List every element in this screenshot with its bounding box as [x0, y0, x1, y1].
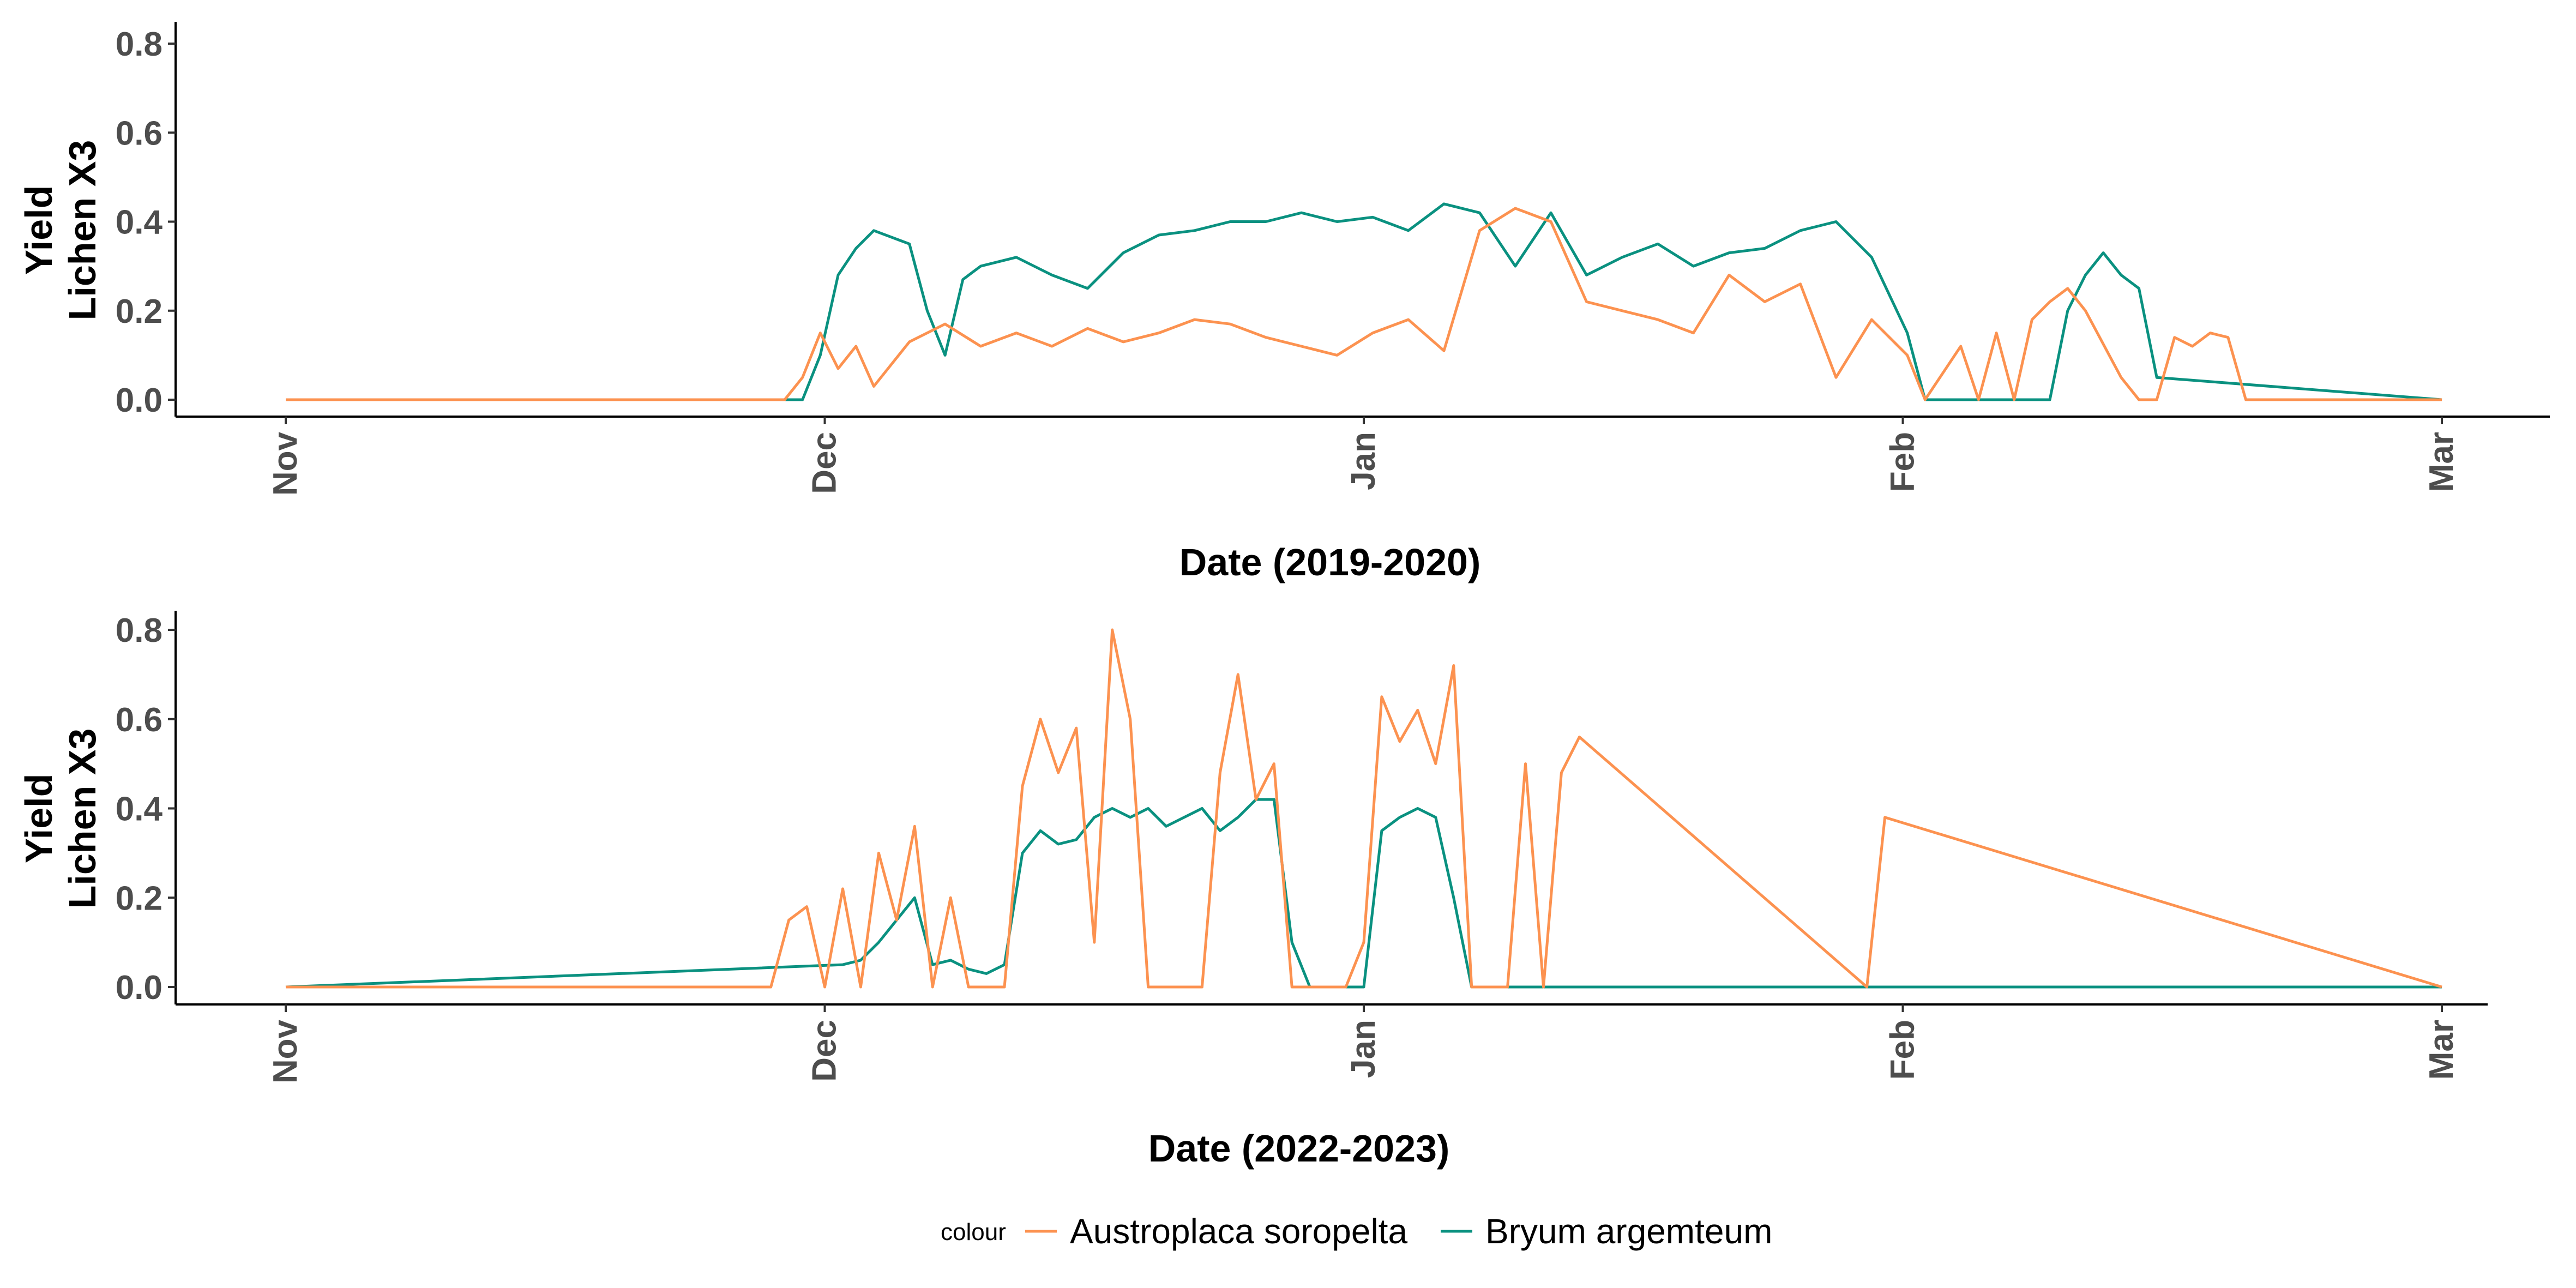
y-tick-label: 0.2	[116, 880, 162, 917]
y-axis-title-line: Lichen X3	[61, 729, 104, 909]
x-tick-label: Mar	[2423, 432, 2460, 492]
y-tick-label: 0.4	[116, 791, 163, 828]
x-tick-label: Jan	[1345, 1020, 1382, 1078]
x-tick-label: Nov	[267, 431, 304, 496]
y-tick-label: 0.6	[116, 115, 162, 152]
y-axis-title-line: Yield	[17, 774, 60, 864]
y-axis-title-line: Yield	[17, 185, 60, 275]
x-tick-label: Feb	[1884, 432, 1922, 492]
x-axis-title: Date (2022-2023)	[1148, 1127, 1450, 1170]
series-line-austroplaca	[286, 207, 2442, 401]
y-tick-label: 0.8	[116, 612, 162, 649]
x-tick-label: Mar	[2423, 1020, 2460, 1080]
chart-panel-2019-2020: 0.0 0.2 0.4 0.6 0.8 Nov Dec Jan Feb Mar Date (2019…	[17, 22, 2550, 583]
legend-title: colour	[941, 1219, 1006, 1245]
y-tick-label: 0.0	[116, 969, 162, 1007]
series-line-bryum	[286, 202, 2442, 401]
y-axis-title-line: Lichen X3	[61, 140, 104, 321]
legend-label-austroplaca: Austroplaca soropelta	[1070, 1212, 1407, 1251]
x-tick-label: Feb	[1884, 1020, 1922, 1080]
chart-panel-2022-2023: 0.0 0.2 0.4 0.6 0.8 Nov Dec Jan Feb Mar Date (2022…	[17, 611, 2488, 1170]
x-axis-title: Date (2019-2020)	[1179, 541, 1481, 583]
y-tick-label: 0.2	[116, 293, 162, 330]
series-line-bryum	[285, 798, 2442, 989]
y-tick-label: 0.4	[116, 204, 163, 242]
y-tick-label: 0.6	[116, 701, 162, 739]
series-line-austroplaca	[286, 628, 2442, 989]
legend: colour Austroplaca soropelta Bryum argem…	[941, 1212, 1772, 1251]
legend-label-bryum: Bryum argemteum	[1485, 1212, 1772, 1251]
x-tick-label: Dec	[806, 1020, 844, 1082]
x-tick-label: Dec	[806, 432, 844, 494]
y-tick-label: 0.8	[116, 26, 162, 63]
y-tick-label: 0.0	[116, 382, 162, 419]
x-tick-label: Nov	[267, 1019, 304, 1084]
x-tick-label: Jan	[1345, 432, 1382, 490]
